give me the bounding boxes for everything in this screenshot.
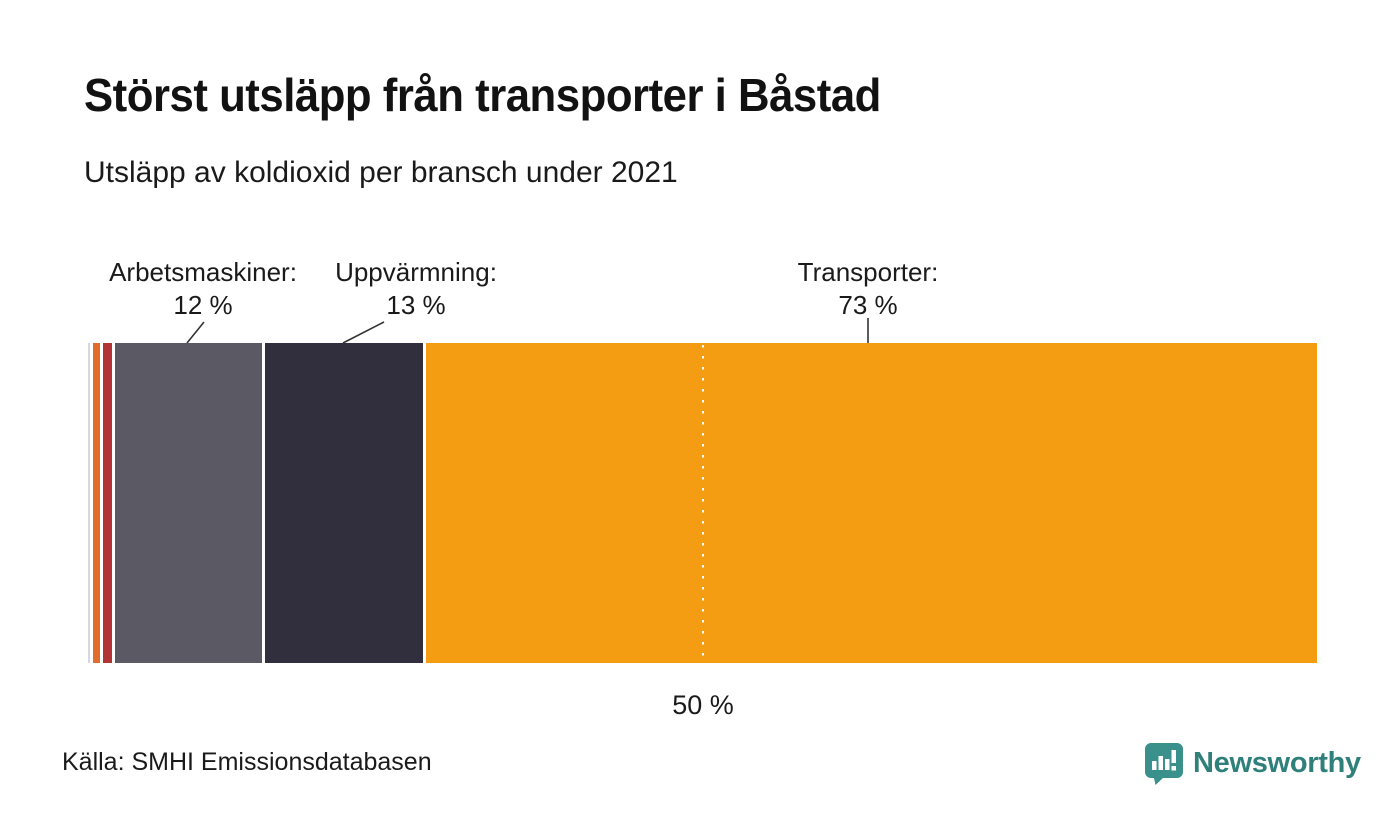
newsworthy-wordmark: Newsworthy — [1193, 747, 1361, 779]
annotation-uppvarmning: Uppvärmning: 13 % — [335, 256, 497, 322]
chart-title: Störst utsläpp från transporter i Båstad — [84, 69, 881, 121]
bar-segment — [93, 343, 100, 663]
annotation-value: 12 % — [173, 290, 233, 320]
annotation-label: Uppvärmning: — [335, 257, 497, 287]
reference-line-label: 50 % — [672, 690, 734, 720]
newsworthy-logo: Newsworthy — [1144, 742, 1361, 785]
bar-segment-transporter — [426, 343, 1317, 663]
bar-segment — [88, 343, 91, 663]
bar-segment-arbetsmaskiner — [115, 343, 262, 663]
annotation-arbetsmaskiner: Arbetsmaskiner: 12 % — [109, 256, 297, 322]
annotation-value: 13 % — [386, 290, 446, 320]
newsworthy-bubble-icon — [1145, 743, 1183, 785]
annotation-label: Arbetsmaskiner: — [109, 257, 297, 287]
chart-subtitle: Utsläpp av koldioxid per bransch under 2… — [84, 156, 678, 189]
source-text: Källa: SMHI Emissionsdatabasen — [62, 748, 432, 776]
annotation-value: 73 % — [838, 290, 898, 320]
reference-line-50pct — [701, 345, 704, 663]
bar-segment — [102, 343, 113, 663]
annotation-transporter: Transporter: 73 % — [798, 256, 939, 322]
bar-segment-uppv-rmning — [264, 343, 424, 663]
stacked-bar — [88, 343, 1317, 663]
annotation-label: Transporter: — [797, 257, 939, 287]
